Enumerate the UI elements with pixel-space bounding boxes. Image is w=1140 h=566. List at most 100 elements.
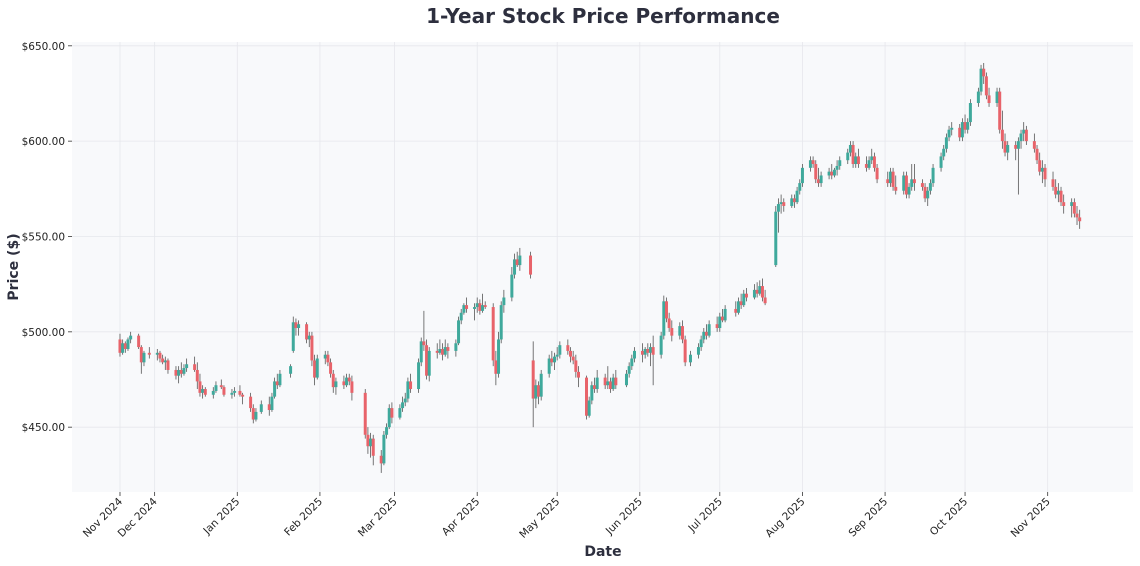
- candle: [875, 164, 879, 184]
- candle: [510, 267, 514, 302]
- candle: [366, 427, 370, 454]
- candle: [782, 198, 786, 212]
- candle: [699, 335, 703, 351]
- candle-body-down: [755, 289, 759, 294]
- candle-body-up: [707, 324, 711, 336]
- candle: [814, 160, 818, 184]
- candle-body-up: [736, 301, 740, 313]
- candle: [931, 164, 935, 187]
- candle-body-down: [161, 358, 165, 363]
- candle-body-up: [457, 320, 461, 344]
- candle: [422, 310, 426, 351]
- candle: [808, 156, 812, 172]
- candle: [603, 373, 607, 390]
- candle-body-down: [715, 324, 719, 329]
- candle: [193, 356, 197, 372]
- candle: [1051, 171, 1055, 191]
- candle: [651, 335, 655, 386]
- candle-body-down: [792, 198, 796, 203]
- candle: [529, 251, 533, 279]
- candle-body-up: [558, 345, 562, 355]
- candle: [632, 347, 636, 363]
- candle-body-down: [923, 186, 927, 199]
- candle: [670, 320, 674, 342]
- candle-body-down: [363, 392, 367, 435]
- candle: [475, 297, 479, 313]
- candle: [760, 278, 764, 302]
- candle-body-up: [950, 127, 954, 130]
- candle: [438, 339, 442, 355]
- candle: [555, 347, 559, 361]
- candle-body-up: [779, 202, 783, 205]
- candle-body-down: [550, 358, 554, 363]
- candle: [123, 341, 127, 353]
- candle-body-down: [222, 387, 226, 395]
- candle-body-up: [459, 312, 463, 321]
- candle: [571, 350, 575, 365]
- candle-body-down: [166, 360, 170, 370]
- candle: [696, 343, 700, 359]
- grid: [72, 42, 1133, 492]
- candle: [1059, 186, 1063, 206]
- candle: [888, 167, 892, 187]
- candle-body-up: [888, 171, 892, 184]
- candle-body-up: [315, 358, 319, 378]
- candle: [350, 375, 354, 401]
- candle: [323, 350, 327, 365]
- candle: [398, 404, 402, 420]
- candle-body-up: [230, 392, 234, 395]
- candle: [944, 133, 948, 153]
- candle-body-up: [270, 396, 274, 411]
- candle-body-up: [854, 156, 858, 165]
- candle: [267, 396, 271, 416]
- candle-body-up: [995, 91, 999, 104]
- candle-body-up: [539, 373, 543, 397]
- candle: [894, 175, 898, 195]
- candle: [704, 324, 708, 340]
- candle: [219, 379, 223, 390]
- candle-body-up: [406, 381, 410, 399]
- candle-body-down: [310, 335, 314, 361]
- candle-body-down: [219, 385, 223, 388]
- candle: [142, 350, 146, 367]
- candle-body-down: [294, 322, 298, 329]
- candle-body-up: [510, 274, 514, 298]
- candle-body-down: [782, 202, 786, 206]
- candle: [942, 144, 946, 161]
- candle-body-up: [944, 137, 948, 149]
- candle: [371, 434, 375, 466]
- candle: [259, 400, 263, 414]
- candle-body-down: [683, 339, 687, 363]
- candle-body-down: [249, 396, 253, 409]
- candle-body-up: [947, 129, 951, 138]
- candle-body-up: [808, 160, 812, 168]
- y-tick-label: $450.00: [22, 422, 65, 434]
- candle-body-down: [425, 345, 429, 376]
- candle: [910, 164, 914, 191]
- candle-body-up: [126, 339, 130, 349]
- candle: [939, 152, 943, 172]
- candle-body-down: [920, 183, 924, 187]
- candle-body-up: [185, 364, 189, 369]
- candle: [846, 148, 850, 165]
- candle: [723, 305, 727, 323]
- candle-body-down: [816, 179, 820, 184]
- candle: [835, 160, 839, 176]
- candle: [179, 362, 183, 378]
- candle-body-down: [441, 348, 445, 355]
- candle: [624, 369, 628, 388]
- candle: [702, 328, 706, 344]
- candle-body-up: [606, 381, 610, 386]
- x-tick-label: Nov 2025: [1009, 496, 1053, 540]
- candle-body-up: [800, 167, 804, 184]
- candle: [984, 72, 988, 100]
- candle-body-up: [233, 390, 237, 393]
- y-tick-label: $500.00: [22, 327, 65, 339]
- candle: [744, 287, 748, 302]
- candle: [126, 337, 130, 351]
- candle: [417, 358, 421, 393]
- candle: [643, 347, 647, 359]
- candle: [222, 385, 226, 397]
- candle: [305, 322, 309, 344]
- candle-body-up: [211, 390, 215, 395]
